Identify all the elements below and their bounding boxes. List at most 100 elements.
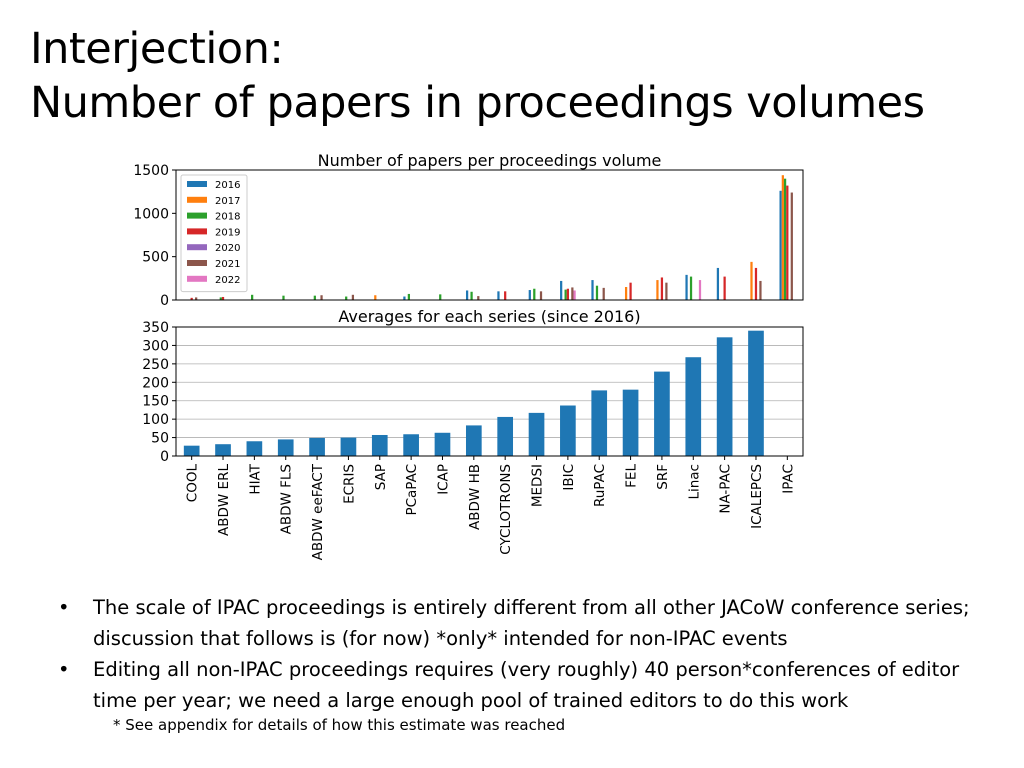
x-tick-label: MEDSI bbox=[530, 464, 546, 507]
plot-area bbox=[176, 170, 803, 300]
bar-2019 bbox=[786, 185, 789, 300]
bar-2019 bbox=[566, 288, 569, 300]
legend-swatch bbox=[187, 228, 207, 235]
x-tick-label: COOL bbox=[185, 464, 201, 503]
x-tick-label: ABDW ERL bbox=[216, 464, 232, 536]
y-tick-label: 150 bbox=[142, 394, 169, 410]
bar-2019 bbox=[660, 277, 664, 300]
legend-label: 2017 bbox=[215, 196, 240, 207]
bar-2018 bbox=[345, 296, 348, 300]
bar-2018 bbox=[282, 295, 285, 300]
bar-2016 bbox=[560, 280, 563, 300]
bar-2018 bbox=[533, 288, 536, 300]
x-tick-label: SRF bbox=[655, 464, 671, 490]
bar-2018 bbox=[439, 294, 442, 300]
bar-2021 bbox=[790, 192, 793, 300]
bar-2018 bbox=[595, 285, 599, 300]
bar-2017 bbox=[750, 261, 753, 300]
legend-swatch bbox=[187, 244, 207, 251]
y-tick-label: 1500 bbox=[133, 163, 169, 179]
average-bar bbox=[528, 412, 545, 456]
x-tick-label: HIAT bbox=[247, 463, 263, 494]
y-tick-label: 100 bbox=[142, 412, 169, 428]
average-bar bbox=[685, 357, 702, 456]
average-bar bbox=[371, 434, 388, 456]
footnote: * See appendix for details of how this e… bbox=[113, 716, 566, 734]
average-bar bbox=[434, 432, 451, 456]
x-tick-label: Linac bbox=[686, 464, 702, 500]
charts-figure: Number of papers per proceedings volume 0… bbox=[133, 151, 804, 560]
x-tick-label: IPAC bbox=[780, 464, 796, 494]
bar-2019 bbox=[190, 297, 193, 300]
y-tick-label: 50 bbox=[151, 431, 169, 447]
bar-2017 bbox=[781, 175, 784, 300]
bar-2018 bbox=[470, 291, 473, 300]
bar-2018 bbox=[313, 295, 316, 300]
legend-swatch bbox=[187, 181, 207, 187]
bar-2021 bbox=[477, 296, 480, 300]
average-bar bbox=[654, 371, 670, 456]
papers-per-volume-chart: Number of papers per proceedings volume 0… bbox=[133, 151, 804, 309]
bar-2021 bbox=[320, 295, 323, 300]
bar-2022 bbox=[698, 280, 702, 300]
chart-title: Averages for each series (since 2016) bbox=[338, 307, 640, 326]
bullet-marker: • bbox=[58, 658, 70, 681]
average-bar bbox=[748, 330, 764, 456]
y-tick-label: 1000 bbox=[133, 206, 169, 222]
x-tick-label: ICALEPCS bbox=[749, 464, 765, 529]
average-bar bbox=[403, 434, 419, 456]
bar-2018 bbox=[407, 293, 411, 300]
bar-2019 bbox=[754, 267, 758, 300]
average-bar bbox=[622, 389, 639, 456]
bar-2016 bbox=[465, 290, 469, 300]
average-bar bbox=[246, 441, 263, 456]
legend-swatch bbox=[187, 275, 207, 282]
average-bar bbox=[716, 337, 733, 456]
y-tick-label: 300 bbox=[142, 338, 169, 354]
legend-label: 2022 bbox=[215, 275, 240, 286]
legend-swatch bbox=[187, 196, 207, 203]
plot-area bbox=[176, 327, 803, 456]
x-tick-label: ABDW FLS bbox=[279, 464, 295, 534]
bar-2017 bbox=[624, 287, 628, 300]
legend-label: 2019 bbox=[215, 227, 240, 238]
x-tick-label: IBIC bbox=[561, 464, 577, 491]
legend-label: 2018 bbox=[215, 212, 240, 223]
y-tick-label: 500 bbox=[142, 250, 169, 266]
y-tick-label: 250 bbox=[142, 357, 169, 373]
chart-title: Number of papers per proceedings volume bbox=[318, 151, 662, 170]
bar-2016 bbox=[591, 280, 594, 300]
bar-2016 bbox=[528, 290, 531, 300]
bar-2016 bbox=[779, 190, 782, 300]
bar-2017 bbox=[656, 280, 659, 300]
bar-2016 bbox=[716, 267, 720, 300]
legend-label: 2016 bbox=[215, 180, 240, 191]
slide-title-line-2: Number of papers in proceedings volumes bbox=[30, 78, 925, 128]
bar-2021 bbox=[665, 282, 668, 300]
bar-2018 bbox=[783, 178, 787, 300]
bar-2016 bbox=[685, 274, 688, 300]
bullet-item: • The scale of IPAC proceedings is entir… bbox=[58, 592, 988, 654]
average-bar bbox=[277, 439, 294, 456]
legend-swatch bbox=[187, 260, 207, 266]
average-bar bbox=[465, 425, 482, 456]
x-tick-label: PCaPAC bbox=[404, 464, 420, 516]
bullet-marker: • bbox=[58, 596, 70, 619]
bullet-list: • The scale of IPAC proceedings is entir… bbox=[58, 592, 988, 716]
legend-label: 2020 bbox=[215, 243, 240, 254]
bar-2019 bbox=[723, 276, 726, 300]
x-tick-label: ABDW eeFACT bbox=[310, 463, 326, 560]
averages-chart: Averages for each series (since 2016) 0 50… bbox=[142, 307, 804, 560]
bar-2022 bbox=[573, 290, 576, 300]
bar-2021 bbox=[195, 297, 198, 300]
plot-frame bbox=[175, 326, 804, 457]
legend-label: 2021 bbox=[215, 259, 240, 270]
legend: 2016 2017 2018 2019 2020 2021 2022 bbox=[180, 174, 248, 293]
bar-2021 bbox=[571, 287, 574, 300]
bullet-text: Editing all non-IPAC proceedings require… bbox=[93, 658, 960, 712]
average-bar bbox=[183, 445, 200, 456]
average-bar bbox=[309, 437, 325, 456]
x-tick-label: CYCLOTRONS bbox=[498, 464, 514, 555]
average-bar bbox=[340, 437, 357, 456]
bar-2021 bbox=[602, 287, 605, 300]
